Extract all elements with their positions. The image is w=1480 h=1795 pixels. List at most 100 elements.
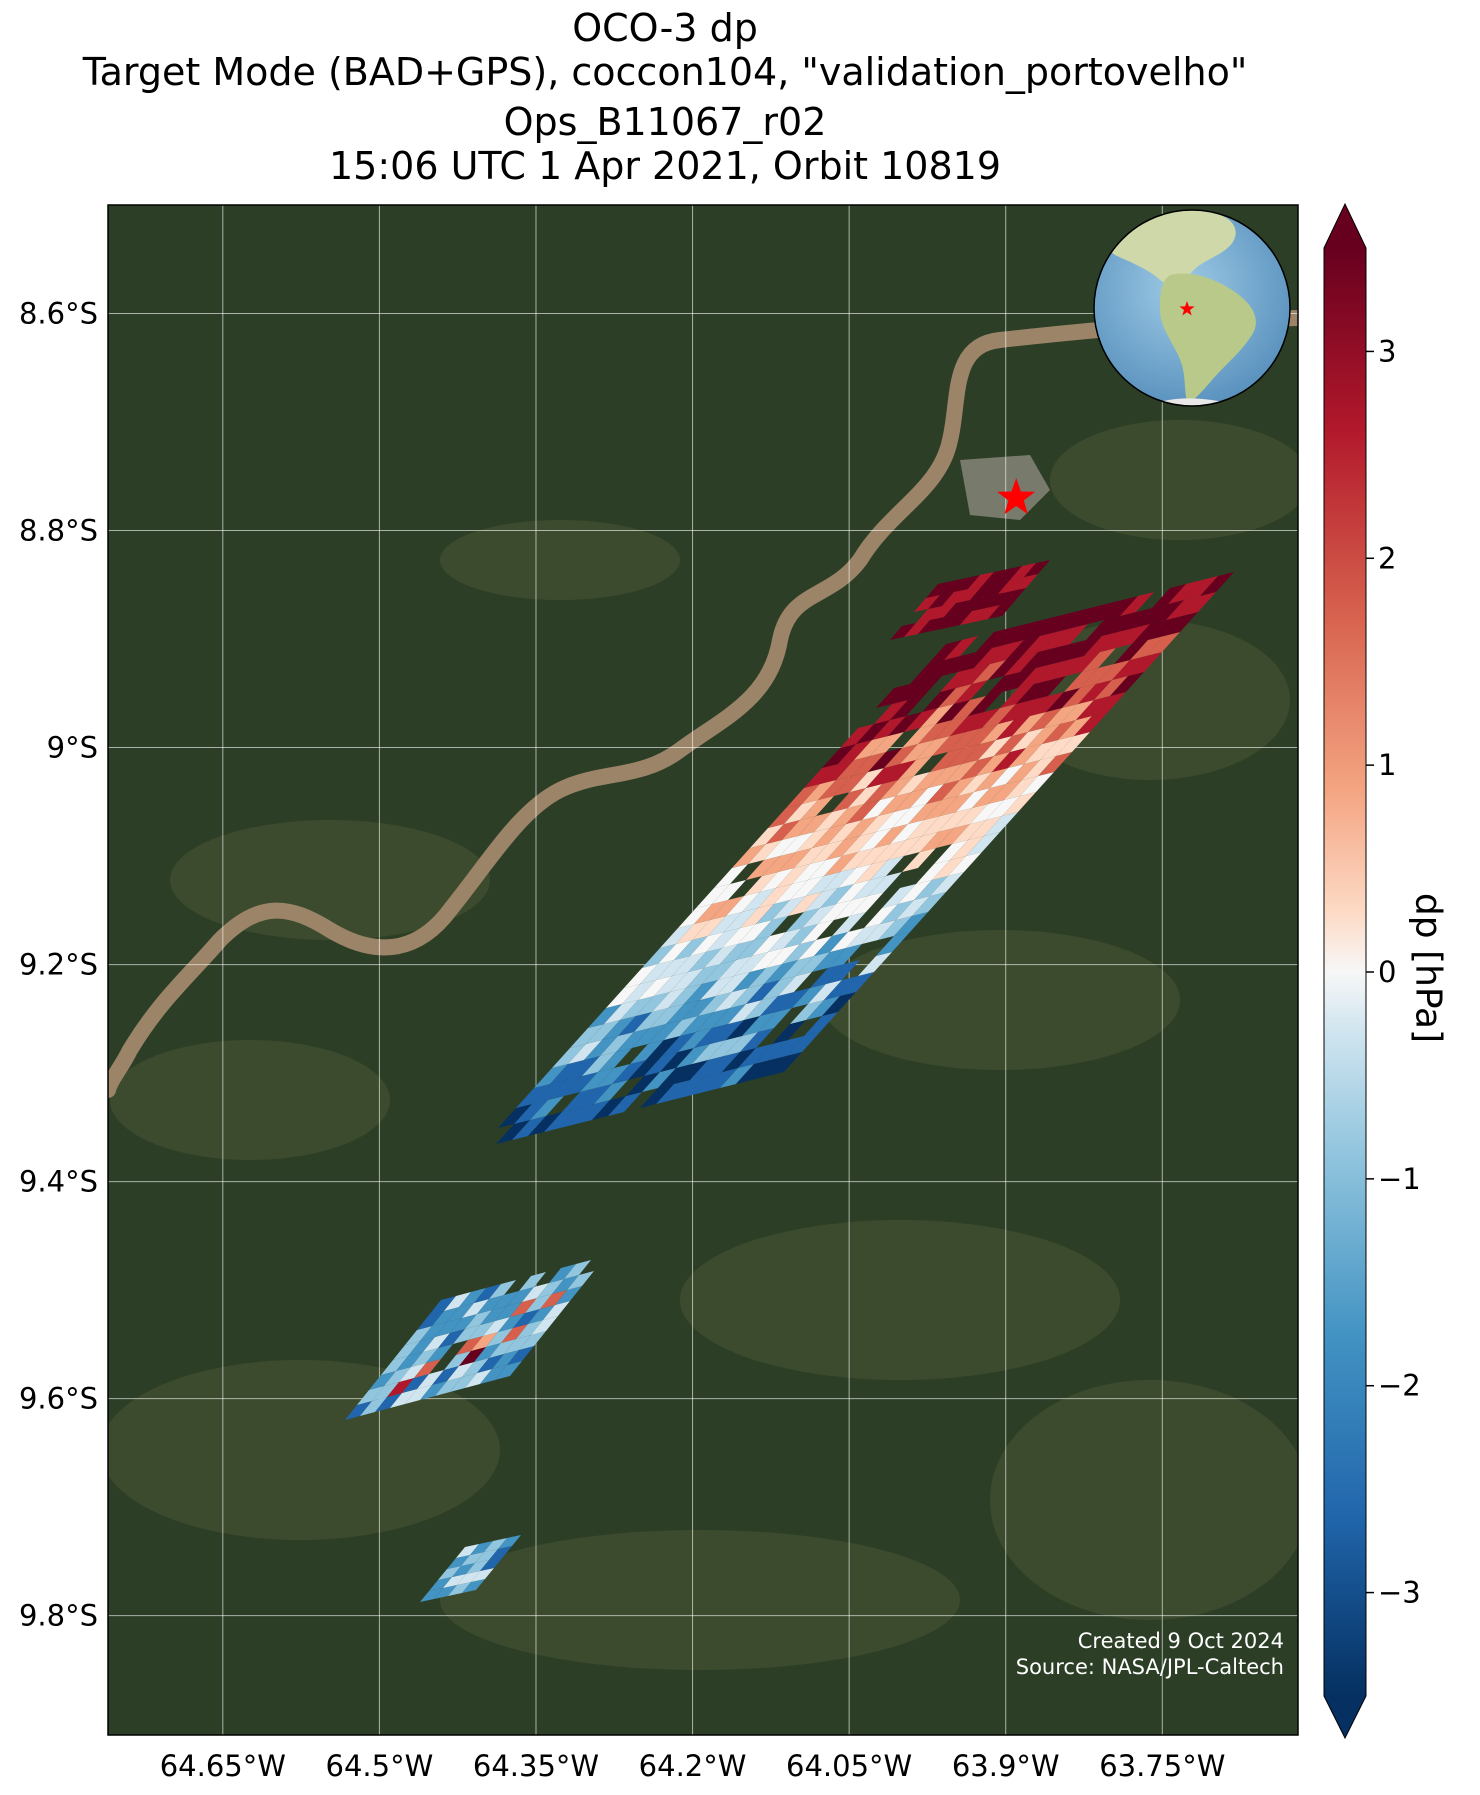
swath-cell [840, 972, 874, 996]
swath-cell [792, 860, 826, 884]
swath-cell [900, 740, 934, 764]
swath-cell [688, 1072, 722, 1096]
swath-cell [984, 812, 1018, 836]
swath-cell [1096, 660, 1130, 684]
swath-cell [990, 764, 1024, 788]
swath-cell [930, 872, 964, 896]
swath-cell [696, 1008, 730, 1032]
swath-cell [710, 896, 744, 920]
swath-cell [552, 1275, 579, 1294]
swath-cell [800, 920, 834, 944]
river [108, 310, 1298, 1098]
swath-cell [978, 736, 1012, 760]
swath-cell [642, 1068, 676, 1092]
swath-cell [638, 976, 672, 1000]
swath-cell [972, 594, 998, 611]
swath-cell [678, 904, 712, 928]
swath-cell [516, 1084, 550, 1108]
swath-cell [1024, 560, 1050, 577]
swath-cell [514, 1100, 548, 1124]
swath-cell [480, 1306, 507, 1325]
swath-cell [489, 1546, 512, 1560]
swath-cell [662, 1032, 696, 1056]
swath-cell [870, 732, 904, 756]
swath-cell [938, 808, 972, 832]
swath-cell [650, 1004, 684, 1028]
swath-cell [429, 1577, 452, 1591]
swath-cell [840, 724, 874, 748]
swath-cell [782, 816, 816, 840]
swath-cell [447, 1555, 470, 1569]
swath-cell [1066, 652, 1100, 676]
swath-cell [822, 868, 856, 892]
swath-cell [646, 1036, 680, 1060]
swath-cell [894, 788, 928, 812]
swath-cell [902, 848, 936, 872]
swath-cell [1002, 792, 1036, 816]
swath-cell [992, 624, 1026, 648]
swath-cell [800, 796, 834, 820]
swath-cell [498, 1535, 521, 1549]
colorbar-extend-bottom [1324, 1696, 1366, 1738]
swath-cell [417, 1370, 444, 1389]
swath-cell [776, 988, 810, 1012]
swath-cell [786, 784, 820, 808]
swath-cell [872, 840, 906, 864]
swath-cell [786, 908, 820, 932]
swath-cell [720, 940, 754, 964]
swath-cell [876, 932, 910, 956]
swath-cell [1018, 664, 1052, 688]
swath-cell [928, 592, 954, 609]
swath-cell [708, 1036, 742, 1060]
swath-cell [752, 1056, 786, 1080]
swath-cell [384, 1367, 411, 1386]
swath-cell [940, 668, 974, 692]
swath-cell [758, 1008, 792, 1032]
swath-cell [768, 1052, 802, 1076]
swath-cell [1088, 600, 1122, 624]
swath-cell [1050, 656, 1084, 680]
swath-cell [830, 804, 864, 828]
swath-cell [462, 1358, 489, 1377]
colorbar-tick-label: −2 [1378, 1369, 1421, 1403]
swath-cell [956, 788, 990, 812]
swath-cell [480, 1365, 507, 1384]
swath-cell [694, 1024, 728, 1048]
swath-cell [890, 820, 924, 844]
swath-cell [696, 884, 730, 908]
swath-cell [802, 780, 836, 804]
swath-cell [956, 664, 990, 688]
swath-cell [1114, 640, 1148, 664]
swath-cell [1074, 712, 1108, 736]
swath-cell [768, 804, 802, 828]
swath-cell [888, 712, 922, 736]
swath-cell [672, 952, 706, 976]
swath-cell [570, 1024, 604, 1048]
swath-cell [720, 1064, 754, 1088]
swath-cell [532, 1080, 566, 1104]
swath-cell [543, 1301, 570, 1320]
swath-cell [495, 1302, 522, 1321]
swath-cell [876, 808, 910, 832]
swath-cell [724, 908, 758, 932]
swath-cell [632, 1024, 666, 1048]
swath-cell [990, 640, 1024, 664]
swath-cell [854, 736, 888, 760]
swath-cell [994, 732, 1028, 756]
swath-cell [790, 876, 824, 900]
swath-cell [972, 660, 1006, 684]
swath-cell [830, 928, 864, 952]
swath-cell [796, 952, 830, 976]
swath-cell [730, 984, 764, 1008]
swath-cell [760, 992, 794, 1016]
swath-cell [1134, 604, 1168, 628]
swath-cell [922, 812, 956, 836]
swath-cell [926, 581, 952, 598]
swath-cell [754, 916, 788, 940]
swath-cell [702, 960, 736, 984]
swath-cell [456, 1336, 483, 1355]
lon-tick-label: 64.5°W [326, 1749, 434, 1783]
swath-cell [357, 1386, 384, 1405]
swath-cell [812, 824, 846, 848]
swath-cell [726, 1016, 760, 1040]
